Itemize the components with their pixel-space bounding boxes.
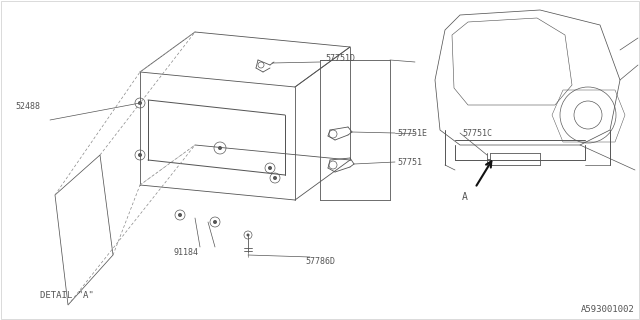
Text: 57786D: 57786D	[305, 258, 335, 267]
Text: A593001002: A593001002	[581, 306, 635, 315]
Text: 57751D: 57751D	[325, 53, 355, 62]
Circle shape	[273, 176, 277, 180]
Circle shape	[246, 234, 250, 236]
Text: 57751: 57751	[397, 157, 422, 166]
Circle shape	[178, 213, 182, 217]
Text: 57751C: 57751C	[462, 129, 492, 138]
Circle shape	[213, 220, 217, 224]
Circle shape	[218, 146, 222, 150]
Circle shape	[138, 153, 142, 157]
Text: 57751E: 57751E	[397, 129, 427, 138]
Text: 52488: 52488	[15, 101, 40, 110]
Text: A: A	[462, 192, 468, 202]
Text: DETAIL "A": DETAIL "A"	[40, 291, 93, 300]
Circle shape	[138, 101, 142, 105]
Circle shape	[268, 166, 272, 170]
Text: 91184: 91184	[173, 247, 198, 257]
